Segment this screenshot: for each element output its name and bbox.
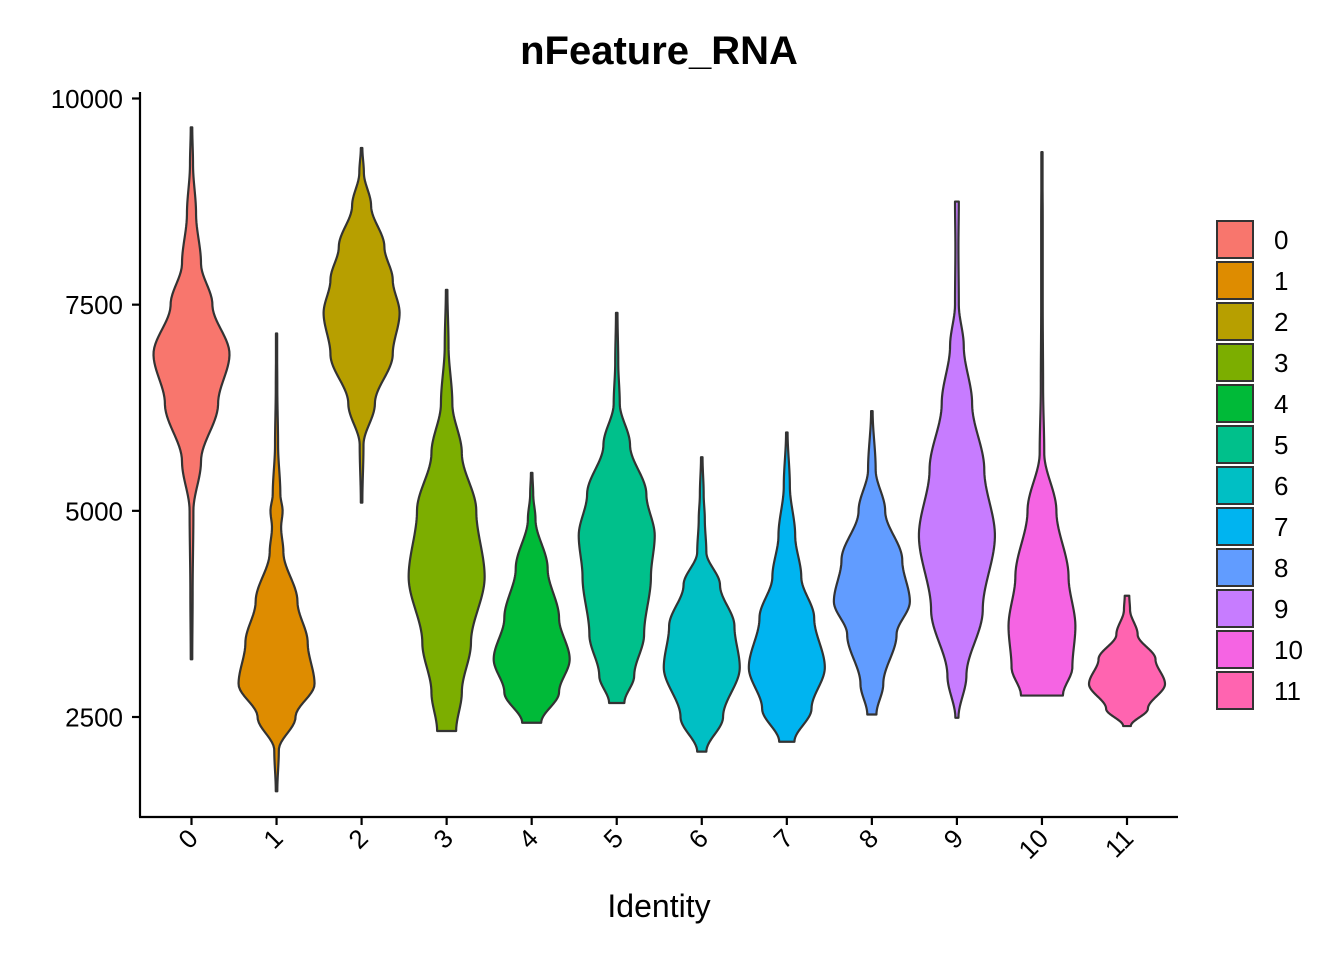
x-tick-label: 3 (427, 823, 458, 854)
legend-swatch-3 (1216, 343, 1254, 382)
legend-swatch-4 (1216, 384, 1254, 423)
violin-cluster-3 (407, 288, 486, 733)
x-tick-label: 7 (768, 823, 799, 854)
x-tick-label: 4 (512, 823, 543, 854)
legend-swatch-7 (1216, 507, 1254, 546)
legend-label: 4 (1274, 389, 1288, 419)
legend-label: 7 (1274, 512, 1288, 542)
x-tick-label: 9 (938, 823, 969, 854)
x-tick-label: 8 (853, 823, 884, 854)
legend-swatch-5 (1216, 425, 1254, 464)
x-tick-label: 10 (1013, 823, 1055, 865)
violin-cluster-5 (577, 311, 656, 705)
legend-label: 5 (1274, 430, 1288, 460)
legend-swatch-9 (1216, 589, 1254, 628)
legend-label: 10 (1274, 635, 1303, 665)
x-tick-label: 1 (257, 823, 288, 854)
violin-cluster-2 (322, 146, 401, 504)
x-tick-label: 6 (683, 823, 714, 854)
x-tick-label: 2 (342, 823, 373, 854)
x-axis-title: Identity (607, 888, 710, 924)
violin-cluster-4 (492, 471, 571, 724)
legend: 0 1 2 3 4 5 6 7 8 9 10 11 (1216, 220, 1303, 710)
chart-title: nFeature_RNA (520, 29, 798, 73)
legend-swatch-8 (1216, 548, 1254, 587)
legend-swatch-1 (1216, 261, 1254, 300)
violin-cluster-11 (1087, 594, 1167, 728)
legend-swatch-11 (1216, 671, 1254, 710)
y-tick-label: 5000 (65, 496, 123, 526)
x-tick-label: 5 (598, 823, 629, 854)
violin-cluster-8 (832, 409, 911, 716)
y-tick-label: 10000 (51, 84, 123, 114)
y-tick-label: 2500 (65, 703, 123, 733)
y-axis-ticks: 2500 5000 7500 10000 (51, 84, 140, 733)
legend-swatch-0 (1216, 220, 1254, 259)
legend-label: 6 (1274, 471, 1288, 501)
violin-cluster-9 (917, 200, 996, 719)
legend-swatch-6 (1216, 466, 1254, 505)
x-axis-ticks: 0 1 2 3 4 5 6 7 8 9 10 11 (172, 817, 1139, 865)
violin-cluster-1 (237, 332, 316, 793)
legend-label: 8 (1274, 553, 1288, 583)
violin-cluster-6 (662, 456, 741, 753)
x-tick-label: 11 (1099, 823, 1139, 863)
x-tick-label: 0 (172, 823, 203, 854)
violin-cluster-7 (747, 431, 826, 743)
legend-swatch-10 (1216, 630, 1254, 669)
legend-label: 0 (1274, 225, 1288, 255)
legend-label: 11 (1274, 676, 1301, 706)
legend-label: 2 (1274, 307, 1288, 337)
legend-swatch-2 (1216, 302, 1254, 341)
violin-cluster-0 (152, 126, 231, 661)
violin-layer (152, 126, 1167, 793)
legend-label: 1 (1274, 266, 1288, 296)
legend-label: 9 (1274, 594, 1288, 624)
violin-cluster-10 (1007, 151, 1077, 697)
y-tick-label: 7500 (65, 290, 123, 320)
legend-label: 3 (1274, 348, 1288, 378)
